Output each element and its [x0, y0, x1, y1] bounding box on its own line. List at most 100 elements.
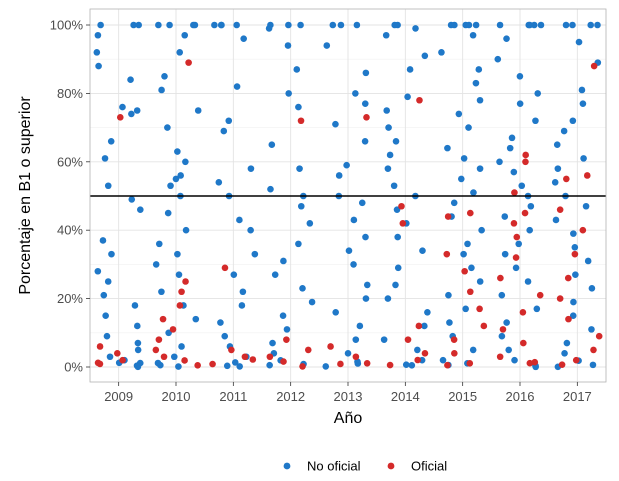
- point-no-oficial: [238, 302, 246, 309]
- point-no-oficial: [306, 220, 314, 227]
- point-no-oficial: [119, 103, 126, 111]
- point-no-oficial: [172, 175, 180, 183]
- point-no-oficial: [562, 21, 570, 29]
- point-no-oficial: [352, 90, 359, 97]
- x-tick-label: 2010: [162, 389, 191, 404]
- point-oficial: [96, 360, 104, 368]
- point-oficial: [444, 213, 452, 220]
- point-no-oficial: [174, 148, 181, 155]
- point-oficial: [466, 360, 474, 367]
- point-no-oficial: [408, 361, 416, 369]
- point-oficial: [466, 288, 474, 296]
- point-no-oficial: [137, 206, 144, 213]
- point-oficial: [565, 315, 572, 323]
- legend-label: Oficial: [411, 459, 447, 474]
- point-no-oficial: [475, 66, 483, 73]
- point-no-oficial: [498, 291, 506, 299]
- point-no-oficial: [104, 182, 112, 190]
- point-oficial: [96, 343, 104, 350]
- x-axis: 2009 2010 2011 2012 2013 2014 2015 2016 2017: [104, 382, 592, 404]
- point-no-oficial: [569, 312, 577, 320]
- point-oficial: [327, 343, 334, 350]
- point-no-oficial: [391, 21, 398, 29]
- point-oficial: [571, 250, 579, 258]
- point-no-oficial: [220, 127, 228, 135]
- point-no-oficial: [561, 350, 568, 357]
- point-no-oficial: [457, 175, 465, 183]
- point-no-oficial: [496, 21, 504, 29]
- point-oficial: [181, 357, 188, 364]
- point-no-oficial: [128, 110, 135, 118]
- point-no-oficial: [194, 107, 202, 114]
- point-no-oficial: [575, 38, 583, 46]
- point-no-oficial: [380, 336, 388, 343]
- point-no-oficial: [570, 298, 577, 306]
- point-oficial: [443, 250, 451, 258]
- point-no-oficial: [174, 250, 181, 258]
- point-no-oficial: [465, 21, 473, 29]
- point-no-oficial: [584, 257, 592, 265]
- point-oficial: [558, 361, 566, 368]
- point-no-oficial: [476, 96, 484, 104]
- point-no-oficial: [444, 144, 451, 152]
- point-oficial: [496, 353, 504, 361]
- point-oficial: [414, 356, 421, 364]
- point-no-oficial: [572, 271, 579, 278]
- legend-label: No oficial: [307, 459, 361, 474]
- point-no-oficial: [239, 288, 247, 296]
- point-oficial: [522, 158, 529, 166]
- point-oficial: [421, 350, 429, 357]
- point-no-oficial: [128, 196, 136, 203]
- point-no-oficial: [104, 278, 112, 285]
- point-no-oficial: [508, 134, 516, 142]
- point-no-oficial: [501, 213, 509, 220]
- point-oficial: [513, 233, 521, 241]
- point-no-oficial: [527, 202, 535, 210]
- point-no-oficial: [579, 100, 587, 107]
- point-oficial: [564, 274, 572, 282]
- point-no-oficial: [223, 362, 231, 370]
- point-no-oficial: [236, 363, 243, 370]
- point-no-oficial: [569, 21, 576, 29]
- point-oficial: [536, 291, 544, 299]
- point-no-oficial: [284, 42, 292, 49]
- point-oficial: [209, 360, 216, 368]
- point-no-oficial: [279, 312, 287, 320]
- point-oficial: [194, 362, 201, 369]
- point-no-oficial: [247, 165, 255, 172]
- point-no-oficial: [451, 21, 458, 29]
- point-no-oficial: [166, 21, 173, 29]
- y-tick-label: 20%: [57, 291, 83, 306]
- point-oficial: [228, 346, 235, 354]
- y-tick-label: 0%: [64, 360, 83, 375]
- point-oficial: [185, 59, 192, 66]
- x-tick-label: 2012: [276, 389, 305, 404]
- point-oficial: [337, 360, 344, 368]
- point-oficial: [416, 96, 423, 104]
- x-axis-title: Año: [334, 410, 363, 427]
- point-oficial: [116, 114, 124, 121]
- point-no-oficial: [580, 155, 587, 162]
- point-no-oficial: [295, 240, 302, 248]
- point-no-oficial: [236, 216, 243, 224]
- point-oficial: [519, 308, 527, 316]
- point-oficial: [241, 353, 249, 361]
- point-no-oficial: [551, 179, 559, 186]
- point-no-oficial: [362, 233, 369, 241]
- point-no-oficial: [271, 271, 279, 278]
- point-no-oficial: [94, 267, 102, 275]
- point-oficial: [159, 315, 167, 323]
- point-oficial: [590, 346, 597, 354]
- point-no-oficial: [164, 209, 172, 217]
- point-no-oficial: [102, 312, 109, 320]
- point-oficial: [266, 353, 274, 361]
- point-no-oficial: [385, 124, 392, 131]
- point-no-oficial: [412, 25, 419, 32]
- point-no-oficial: [297, 21, 304, 29]
- point-oficial: [221, 264, 229, 272]
- point-no-oficial: [94, 31, 102, 39]
- data-points: [93, 21, 603, 371]
- point-no-oficial: [469, 346, 477, 354]
- point-oficial: [160, 353, 168, 361]
